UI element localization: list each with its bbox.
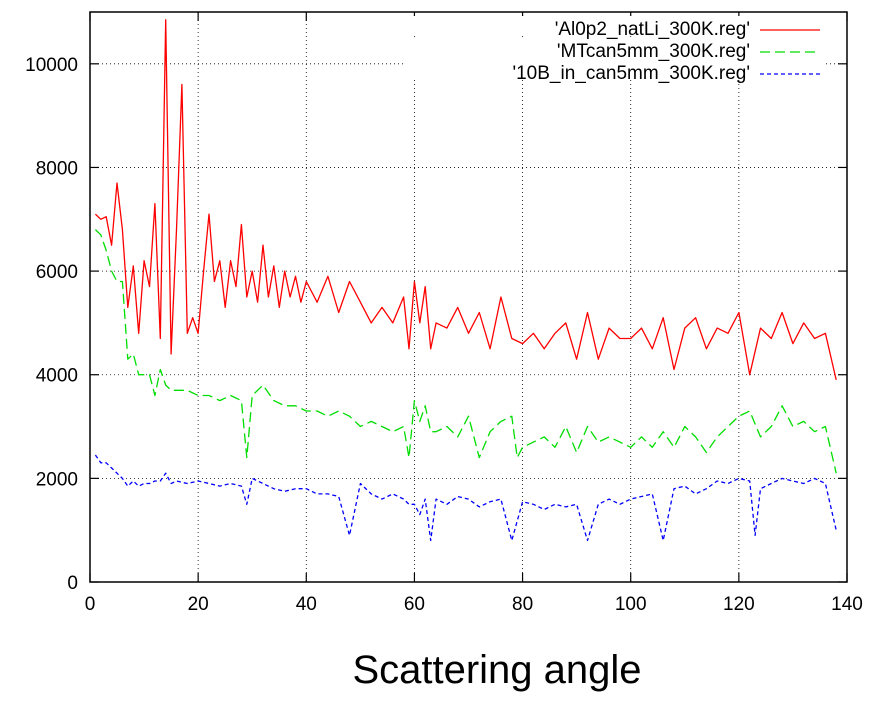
x-tick-label: 140 (831, 594, 863, 615)
x-tick-label: 40 (296, 594, 317, 615)
axis-ticks: 0 20 40 60 80 100 120 140 0 2000 4000 6000 8000 10000 (25, 12, 863, 615)
legend-background (405, 60, 825, 80)
legend-label: 'MTcan5mm_300K.reg' (557, 41, 750, 62)
grid-lines (90, 12, 847, 582)
x-tick-label: 20 (188, 594, 209, 615)
series-line-3 (94, 454, 837, 542)
y-tick-label: 0 (67, 573, 78, 594)
y-tick-label: 10000 (25, 55, 78, 76)
y-tick-label: 4000 (36, 366, 78, 387)
y-tick-label: 6000 (36, 262, 78, 283)
legend-label: 'Al0p2_natLi_300K.reg' (555, 19, 750, 40)
x-tick-label: 120 (723, 594, 755, 615)
legend-background (405, 16, 825, 36)
y-tick-label: 2000 (36, 469, 78, 490)
x-axis-label: Scattering angle (352, 648, 641, 692)
series-line-2 (94, 229, 837, 474)
legend-label: '10B_in_can5mm_300K.reg' (512, 63, 750, 84)
series-line-1 (94, 19, 837, 381)
plot-frame (89, 11, 848, 583)
x-tick-label: 60 (404, 594, 425, 615)
x-tick-label: 100 (615, 594, 647, 615)
series-layer (94, 19, 837, 542)
legend-background (405, 38, 825, 58)
x-tick-label: 80 (512, 594, 533, 615)
x-tick-label: 0 (85, 594, 96, 615)
y-tick-label: 8000 (36, 158, 78, 179)
legend: 'Al0p2_natLi_300K.reg''MTcan5mm_300K.reg… (405, 16, 825, 84)
